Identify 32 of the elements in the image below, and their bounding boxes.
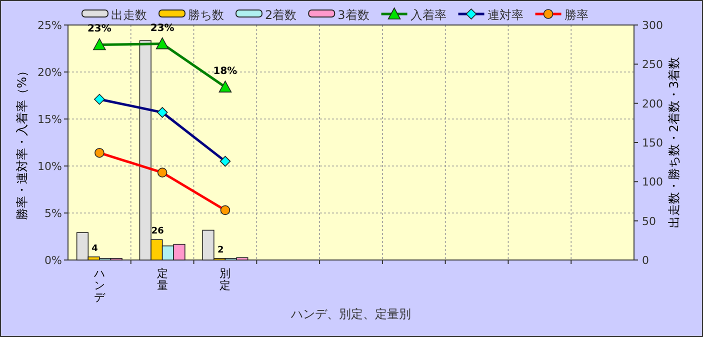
data-label: 23% [150, 22, 174, 34]
y2-tick-label: 100 [642, 176, 663, 189]
x-tick-label: ハンデ [92, 267, 106, 304]
data-label: 4 [92, 244, 98, 254]
legend-label: 勝率 [564, 8, 588, 22]
y2-axis-title: 出走数・勝ち数・2着数・3着数 [667, 56, 681, 228]
data-label: 26 [151, 226, 164, 237]
x-axis-title: ハンデ、別定、定量別 [290, 307, 411, 321]
y2-tick-label: 200 [642, 97, 663, 110]
x-tick-label: 別定 [220, 267, 231, 292]
legend-label: 連対率 [487, 8, 524, 22]
y-tick-label: 5% [44, 207, 62, 220]
legend-label: 3着数 [338, 8, 370, 22]
x-tick-label: 定量 [156, 267, 168, 292]
y-tick-label: 20% [38, 66, 62, 79]
y-tick-label: 15% [38, 113, 62, 126]
legend-label: 2着数 [265, 8, 297, 22]
y-axis-title: 勝率・連対率・入着率（%） [15, 64, 29, 220]
y2-tick-label: 150 [642, 136, 663, 150]
data-label: 23% [87, 24, 112, 35]
data-label: 2 [217, 245, 224, 256]
y-tick-label: 10% [38, 160, 62, 173]
y2-tick-label: 50 [642, 214, 656, 228]
legend-label: 勝ち数 [188, 8, 224, 22]
data-label: 18% [213, 66, 238, 78]
legend-label: 入着率 [410, 8, 446, 22]
y-tick-label: 25% [38, 19, 62, 32]
legend-label: 出走数 [111, 8, 147, 22]
y2-tick-label: 0 [642, 254, 649, 267]
y2-tick-label: 300 [642, 19, 663, 32]
y-tick-label: 0% [44, 254, 62, 267]
y2-tick-label: 250 [642, 58, 663, 72]
